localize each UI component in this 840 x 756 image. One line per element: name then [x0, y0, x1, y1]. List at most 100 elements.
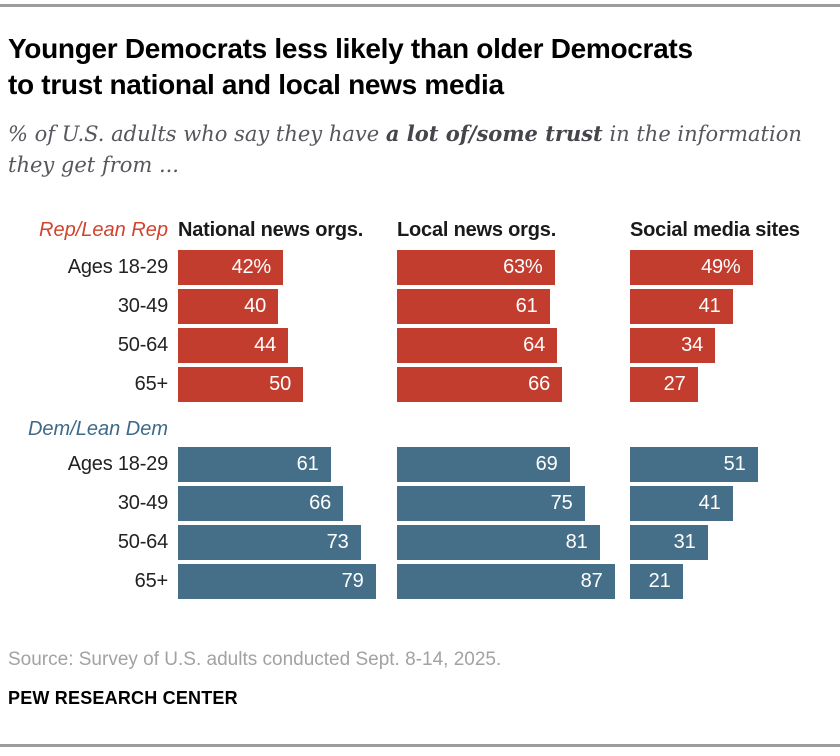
- bar-cell: 63%: [397, 250, 630, 285]
- group-header-row-rep-lean-rep: Rep/Lean Rep National news orgs. Local new…: [8, 219, 830, 242]
- bar-value-label: 50: [269, 373, 291, 395]
- bar-value-label: 69: [535, 453, 558, 475]
- bar-cell: 87: [397, 564, 630, 599]
- title-line-2: to trust national and local news media: [8, 69, 504, 100]
- bar-row-rep-lean-rep: 65+ 50 66 27: [8, 367, 830, 402]
- column-header-local-news-orgs-: Local news orgs.: [397, 219, 557, 241]
- content: Younger Democrats less likely than older…: [0, 31, 840, 709]
- bar: 41: [630, 486, 733, 521]
- bar-value-label: 79: [341, 570, 364, 592]
- subtitle-pre: % of U.S. adults who say they have: [8, 122, 386, 146]
- bar: 64: [397, 328, 557, 363]
- bar: 42%: [178, 250, 283, 285]
- bar-row-dem-lean-dem: 30-49 66 75 41: [8, 486, 830, 521]
- bar-cell: 51: [630, 447, 830, 482]
- bar-value-label: 42%: [231, 256, 272, 278]
- bar-cell: 31: [630, 525, 830, 560]
- age-label: 30-49: [117, 492, 168, 514]
- bar-value-label: 61: [515, 295, 538, 317]
- bar-cell: 61: [178, 447, 397, 482]
- bar-cell: 21: [630, 564, 830, 599]
- page-title: Younger Democrats less likely than older…: [8, 31, 830, 103]
- top-divider: [0, 4, 840, 7]
- bar: 41: [630, 289, 733, 324]
- group-label-rep-lean-rep: Rep/Lean Rep: [39, 219, 168, 241]
- subtitle-emphasis: a lot of/some trust: [385, 121, 603, 146]
- title-line-1: Younger Democrats less likely than older…: [8, 33, 693, 64]
- bar-value-label: 63%: [503, 256, 543, 278]
- bar: 44: [178, 328, 288, 363]
- subtitle-post: in the information: [602, 122, 802, 146]
- bar: 75: [397, 486, 585, 521]
- source-note: Source: Survey of U.S. adults conducted …: [8, 649, 502, 670]
- pew-research-center-wordmark: PEW RESEARCH CENTER: [8, 688, 238, 708]
- bar-value-label: 41: [698, 295, 721, 317]
- bar-value-label: 44: [254, 334, 276, 356]
- bar-value-label: 64: [523, 334, 545, 356]
- column-header-national-news-orgs-: National news orgs.: [178, 219, 364, 241]
- bar-cell: 40: [178, 289, 397, 324]
- bar-value-label: 51: [723, 453, 746, 475]
- bar-cell: 49%: [630, 250, 830, 285]
- bar-cell: 27: [630, 367, 830, 402]
- bar: 69: [397, 447, 570, 482]
- bar-row-rep-lean-rep: Ages 18-29 42% 63% 49%: [8, 250, 830, 285]
- age-label: 65+: [134, 373, 169, 395]
- bar: 27: [630, 367, 698, 402]
- bar-value-label: 61: [296, 453, 319, 475]
- bar-value-label: 41: [698, 492, 721, 514]
- bar-row-rep-lean-rep: 50-64 44 64 34: [8, 328, 830, 363]
- bar: 81: [397, 525, 600, 560]
- grouped-bar-chart: Rep/Lean Rep National news orgs. Local new…: [8, 219, 830, 599]
- bar-cell: 41: [630, 486, 830, 521]
- bar: 66: [397, 367, 562, 402]
- bar-cell: 34: [630, 328, 830, 363]
- bar-cell: 81: [397, 525, 630, 560]
- bar-value-label: 66: [309, 492, 331, 514]
- bar-value-label: 75: [550, 492, 573, 514]
- bar-cell: 42%: [178, 250, 397, 285]
- age-label: Ages 18-29: [67, 256, 168, 278]
- bar-value-label: 34: [681, 334, 703, 356]
- bar-cell: 75: [397, 486, 630, 521]
- bar: 61: [397, 289, 550, 324]
- bar-cell: 61: [397, 289, 630, 324]
- bar-value-label: 31: [673, 531, 696, 553]
- bar-cell: 50: [178, 367, 397, 402]
- group-label-dem-lean-dem: Dem/Lean Dem: [27, 418, 168, 440]
- subtitle-line-2: they get from ...: [8, 153, 179, 177]
- bar-row-dem-lean-dem: Ages 18-29 61 69 51: [8, 447, 830, 482]
- bar: 40: [178, 289, 278, 324]
- group-header-row-dem-lean-dem: Dem/Lean Dem: [8, 418, 830, 441]
- age-label: 50-64: [117, 334, 168, 356]
- bar-value-label: 66: [528, 373, 550, 395]
- bar-cell: 69: [397, 447, 630, 482]
- bar: 73: [178, 525, 361, 560]
- bar-value-label: 87: [580, 570, 603, 592]
- bar: 61: [178, 447, 331, 482]
- bar-row-dem-lean-dem: 65+ 79 87 21: [8, 564, 830, 599]
- bar: 21: [630, 564, 683, 599]
- bar-value-label: 81: [565, 531, 588, 553]
- age-label: 30-49: [117, 295, 168, 317]
- bar-cell: 44: [178, 328, 397, 363]
- bar: 31: [630, 525, 708, 560]
- bar: 87: [397, 564, 615, 599]
- bar-value-label: 27: [663, 373, 686, 395]
- bar-value-label: 73: [326, 531, 349, 553]
- age-label: 50-64: [117, 531, 168, 553]
- bar-row-rep-lean-rep: 30-49 40 61 41: [8, 289, 830, 324]
- chart-subtitle: % of U.S. adults who say they have a lot…: [8, 118, 823, 181]
- bar-cell: 66: [397, 367, 630, 402]
- bar: 63%: [397, 250, 555, 285]
- bar: 66: [178, 486, 343, 521]
- column-header-social-media-sites: Social media sites: [630, 219, 800, 241]
- age-label: Ages 18-29: [67, 453, 168, 475]
- bar-row-dem-lean-dem: 50-64 73 81 31: [8, 525, 830, 560]
- bar: 51: [630, 447, 758, 482]
- bar: 34: [630, 328, 715, 363]
- bar: 79: [178, 564, 376, 599]
- bar: 50: [178, 367, 303, 402]
- bottom-divider: [0, 744, 840, 747]
